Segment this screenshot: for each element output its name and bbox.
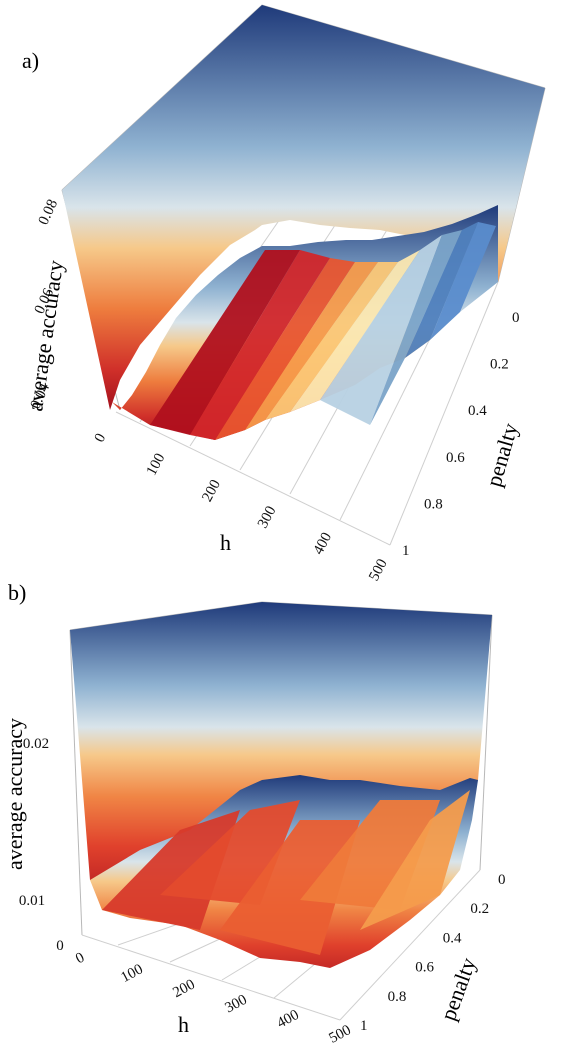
surface-ribbon-h-450 [405,222,478,358]
y-tick-label: 1 [360,1018,368,1034]
x-tick-label: 0 [92,431,110,445]
x-tick-label: 100 [118,961,145,986]
x-tick-label: 100 [144,451,169,478]
x-tick-label: 500 [366,556,391,583]
x-tick-label: 200 [199,477,224,504]
surface-ribbon-h-50 [102,810,240,930]
y-tick-label: 0.6 [446,450,465,466]
y-tick-label: 0.4 [443,930,462,946]
surface-ribbon-h-150 [215,258,355,440]
panel-b-xlabel: h [178,1012,189,1037]
panel-b-z-ticks: 0 0.01 0.02 [19,736,64,954]
y-tick-label: 1 [402,543,410,559]
panel-b-label: b) [8,580,26,605]
surface-ribbon-h-500 [430,222,496,340]
panel-b-ylabel: penalty [435,954,481,1023]
z-tick-label: 0 [56,938,64,954]
surface-a [62,5,545,440]
panel-a-y-ticks: 0 0.2 0.4 0.6 0.8 1 [402,310,520,559]
y-tick-label: 0 [512,310,520,326]
panel-b: b) 0 100 200 300 400 500 0 0.2 0.4 0.6 0.8 1 0 0.01… [2,580,506,1047]
surface-ribbon-h-300 [290,250,420,412]
surface-ribbon-h-100 [190,250,330,440]
surface-ribbon-h-50 [150,250,300,435]
z-tick-label: 0.01 [19,893,45,909]
y-tick-label: 0 [498,872,506,888]
panel-a-label: a) [22,48,39,73]
x-tick-label: 500 [326,1022,353,1047]
panel-a-zlabel: average accuracy [22,259,68,413]
y-tick-label: 0.4 [468,403,487,419]
y-tick-label: 0.6 [415,960,434,976]
surface-ribbon-h-250 [360,790,470,930]
y-tick-label: 0.8 [388,989,407,1005]
panel-a-ylabel: penalty [481,420,523,489]
surface-ribbon-h-200 [245,262,378,430]
surface-back-wall [62,5,545,410]
x-tick-label: 200 [170,977,197,1002]
x-tick-label: 300 [255,504,280,531]
surface-ribbon-h-350 [320,235,442,425]
x-tick-label: 0 [73,950,87,968]
x-tick-label: 400 [274,1007,301,1032]
panel-b-zlabel: average accuracy [2,718,27,870]
x-tick-label: 400 [311,530,336,557]
surface-b [70,602,492,968]
z-tick-label: 0.08 [36,197,62,228]
y-tick-label: 0.2 [470,901,489,917]
surface-ribbon-h-150 [220,820,360,955]
surface-ribbon-h-250 [265,262,398,420]
panel-a-xlabel: h [220,530,231,555]
x-tick-label: 300 [222,992,249,1017]
z-tick-label: 0.02 [23,736,49,752]
y-tick-label: 0.2 [490,357,509,373]
y-tick-label: 0.8 [424,496,443,512]
surface-ribbon-h-400 [370,230,462,425]
panel-b-y-ticks: 0 0.2 0.4 0.6 0.8 1 [360,872,506,1034]
